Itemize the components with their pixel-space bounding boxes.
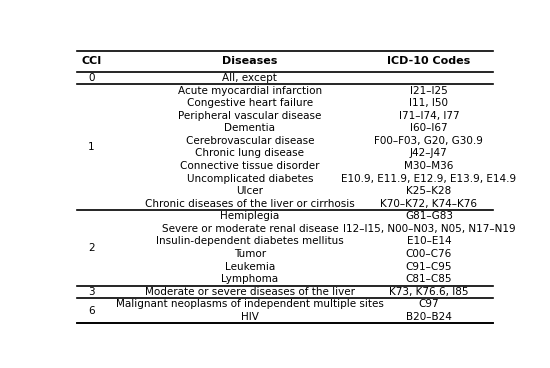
Text: I60–I67: I60–I67 — [410, 123, 448, 133]
Text: E10.9, E11.9, E12.9, E13.9, E14.9: E10.9, E11.9, E12.9, E13.9, E14.9 — [342, 174, 516, 184]
Text: Connective tissue disorder: Connective tissue disorder — [180, 161, 320, 171]
Text: ICD-10 Codes: ICD-10 Codes — [387, 56, 471, 67]
Text: K73, K76.6, I85: K73, K76.6, I85 — [389, 287, 469, 297]
Text: K25–K28: K25–K28 — [406, 186, 452, 196]
Text: Insulin-dependent diabetes mellitus: Insulin-dependent diabetes mellitus — [156, 237, 344, 247]
Text: Uncomplicated diabetes: Uncomplicated diabetes — [186, 174, 313, 184]
Text: Hemiplegia: Hemiplegia — [221, 211, 279, 221]
Text: I12–I15, N00–N03, N05, N17–N19: I12–I15, N00–N03, N05, N17–N19 — [343, 224, 515, 234]
Text: I71–I74, I77: I71–I74, I77 — [399, 111, 459, 121]
Text: J42–J47: J42–J47 — [410, 148, 448, 158]
Text: C81–C85: C81–C85 — [406, 274, 452, 284]
Text: 0: 0 — [88, 73, 95, 83]
Text: Chronic lung disease: Chronic lung disease — [195, 148, 304, 158]
Text: 6: 6 — [88, 306, 95, 316]
Text: Peripheral vascular disease: Peripheral vascular disease — [178, 111, 322, 121]
Text: Lymphoma: Lymphoma — [221, 274, 278, 284]
Text: B20–B24: B20–B24 — [406, 312, 452, 322]
Text: I21–I25: I21–I25 — [410, 85, 448, 96]
Text: Moderate or severe diseases of the liver: Moderate or severe diseases of the liver — [145, 287, 355, 297]
Text: Cerebrovascular disease: Cerebrovascular disease — [186, 136, 314, 146]
Text: Malignant neoplasms of independent multiple sites: Malignant neoplasms of independent multi… — [116, 300, 384, 309]
Text: G81–G83: G81–G83 — [405, 211, 453, 221]
Text: All, except: All, except — [222, 73, 277, 83]
Text: Severe or moderate renal disease: Severe or moderate renal disease — [162, 224, 338, 234]
Text: Diseases: Diseases — [222, 56, 278, 67]
Text: 2: 2 — [88, 243, 95, 253]
Text: F00–F03, G20, G30.9: F00–F03, G20, G30.9 — [375, 136, 483, 146]
Text: Ulcer: Ulcer — [236, 186, 263, 196]
Text: CCI: CCI — [81, 56, 102, 67]
Text: Chronic diseases of the liver or cirrhosis: Chronic diseases of the liver or cirrhos… — [145, 199, 355, 209]
Text: C91–C95: C91–C95 — [406, 262, 452, 272]
Text: I11, I50: I11, I50 — [409, 98, 448, 108]
Text: Congestive heart failure: Congestive heart failure — [187, 98, 313, 108]
Text: Tumor: Tumor — [234, 249, 266, 259]
Text: M30–M36: M30–M36 — [404, 161, 454, 171]
Text: Dementia: Dementia — [224, 123, 276, 133]
Text: E10–E14: E10–E14 — [406, 237, 451, 247]
Text: C97: C97 — [419, 300, 439, 309]
Text: K70–K72, K74–K76: K70–K72, K74–K76 — [381, 199, 477, 209]
Text: C00–C76: C00–C76 — [406, 249, 452, 259]
Text: 3: 3 — [88, 287, 95, 297]
Text: 1: 1 — [88, 142, 95, 152]
Text: HIV: HIV — [241, 312, 259, 322]
Text: Acute myocardial infarction: Acute myocardial infarction — [178, 85, 322, 96]
Text: Leukemia: Leukemia — [225, 262, 275, 272]
